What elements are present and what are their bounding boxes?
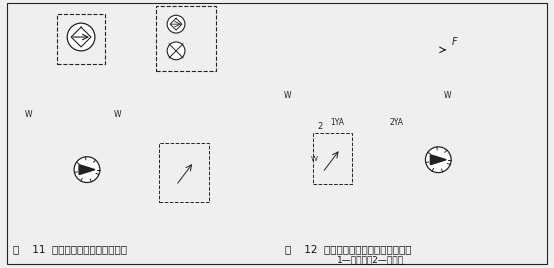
- Bar: [84, 103, 106, 125]
- Text: 2: 2: [317, 122, 323, 131]
- Text: 1—液压泵；2—溢流阀: 1—液压泵；2—溢流阀: [337, 255, 404, 264]
- Circle shape: [167, 15, 185, 33]
- Bar: [382, 81, 412, 110]
- Text: W: W: [311, 156, 318, 162]
- Bar: [20, 106, 29, 122]
- Bar: [352, 81, 382, 110]
- Text: W: W: [114, 110, 121, 119]
- Bar: [156, 6, 216, 71]
- Text: 图    11  采用液控单向阀的保压回路: 图 11 采用液控单向阀的保压回路: [13, 244, 127, 254]
- Circle shape: [167, 42, 185, 60]
- Bar: [57, 14, 105, 64]
- Bar: [312, 133, 352, 184]
- Circle shape: [67, 23, 95, 51]
- Text: 1YA: 1YA: [330, 118, 345, 127]
- Bar: [298, 85, 320, 105]
- Bar: [62, 103, 84, 125]
- Circle shape: [425, 147, 451, 173]
- Bar: [159, 143, 209, 202]
- Text: W: W: [25, 110, 32, 119]
- Text: 2YA: 2YA: [390, 118, 404, 127]
- Polygon shape: [430, 155, 446, 165]
- Text: W: W: [284, 91, 291, 100]
- Bar: [414, 85, 437, 105]
- Circle shape: [74, 157, 100, 183]
- Text: W: W: [443, 91, 451, 100]
- Bar: [322, 81, 352, 110]
- Bar: [349, 31, 423, 69]
- Text: F: F: [452, 37, 458, 47]
- Bar: [321, 147, 342, 174]
- Bar: [117, 106, 126, 122]
- Text: 图    12  采用三位四通电磁阀的保压回路: 图 12 采用三位四通电磁阀的保压回路: [285, 244, 412, 254]
- Polygon shape: [79, 165, 95, 174]
- Bar: [19, 26, 40, 71]
- Bar: [174, 160, 196, 187]
- Bar: [40, 103, 62, 125]
